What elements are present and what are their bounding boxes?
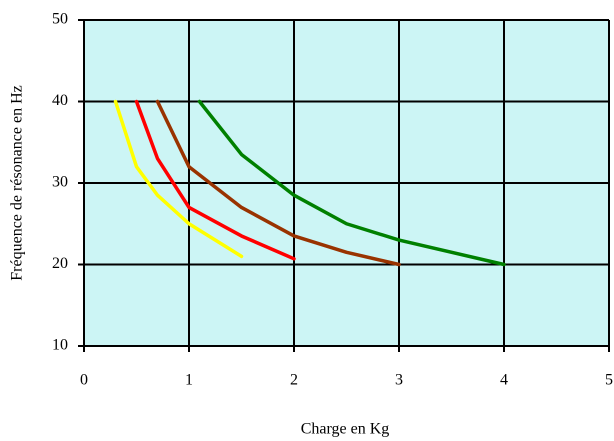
x-tick-label: 1 [185, 372, 193, 389]
x-tick-label: 0 [80, 372, 88, 389]
line-series [134, 99, 296, 261]
y-tick-label: 50 [52, 11, 68, 28]
x-tick-label: 3 [395, 372, 403, 389]
x-tick-label: 4 [500, 372, 508, 389]
x-tick-label: 2 [290, 372, 298, 389]
y-axis-label: Fréquence de résonance en Hz [9, 85, 26, 280]
x-tick-label: 5 [605, 372, 613, 389]
line-series [113, 99, 244, 259]
line-series [197, 99, 506, 267]
x-axis-label: Charge en Kg [301, 421, 390, 438]
y-tick-label: 10 [52, 337, 68, 354]
line-series [155, 99, 401, 267]
y-tick-label: 30 [52, 174, 68, 191]
y-tick-label: 20 [52, 255, 68, 272]
y-tick-label: 40 [52, 92, 68, 109]
